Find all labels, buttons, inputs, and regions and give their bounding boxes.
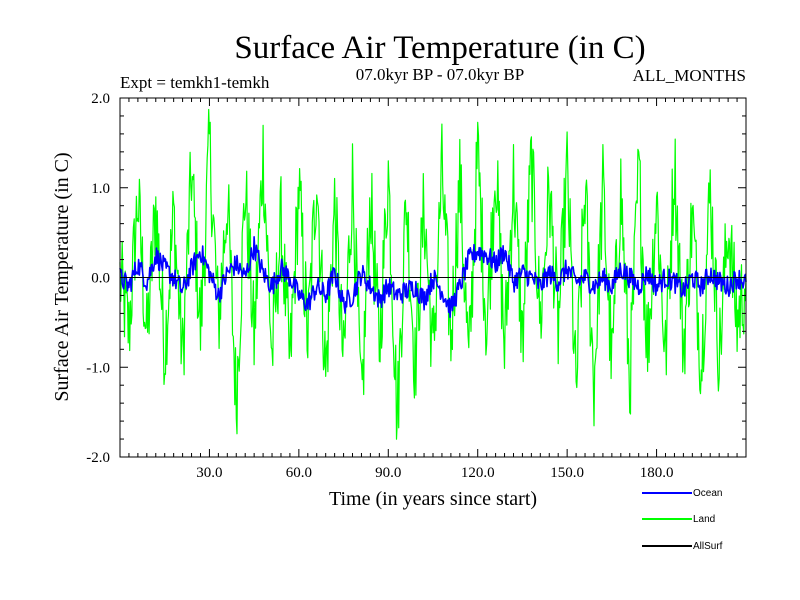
months-label: ALL_MONTHS	[633, 66, 746, 85]
y-tick-label: -1.0	[86, 360, 110, 376]
x-tick-label: 90.0	[375, 465, 401, 481]
x-tick-label: 60.0	[286, 465, 312, 481]
x-tick-label: 30.0	[196, 465, 222, 481]
legend-label-allsurf: AllSurf	[693, 541, 723, 552]
y-tick-label: 2.0	[91, 91, 110, 107]
x-tick-label: 180.0	[640, 465, 674, 481]
x-axis-label: Time (in years since start)	[329, 488, 537, 510]
chart-title: Surface Air Temperature (in C)	[234, 30, 645, 66]
x-tick-label: 150.0	[550, 465, 584, 481]
legend-label-ocean: Ocean	[693, 488, 722, 499]
x-tick-label: 120.0	[461, 465, 495, 481]
experiment-label: Expt = temkh1-temkh	[120, 73, 270, 92]
legend-label-land: Land	[693, 514, 715, 525]
legend: Ocean Land AllSurf	[642, 488, 723, 552]
y-axis-label: Surface Air Temperature (in C)	[51, 152, 73, 401]
y-tick-label: 1.0	[91, 181, 110, 197]
plot-area: 30.0 60.0 90.0 120.0 150.0 180.0 -2.0 -1.0 0.0 1.…	[86, 91, 747, 481]
y-tick-label: -2.0	[86, 450, 110, 466]
series-line-ocean	[119, 236, 747, 318]
y-tick-label: 0.0	[91, 271, 110, 287]
chart-subtitle: 07.0kyr BP - 07.0kyr BP	[356, 65, 524, 84]
